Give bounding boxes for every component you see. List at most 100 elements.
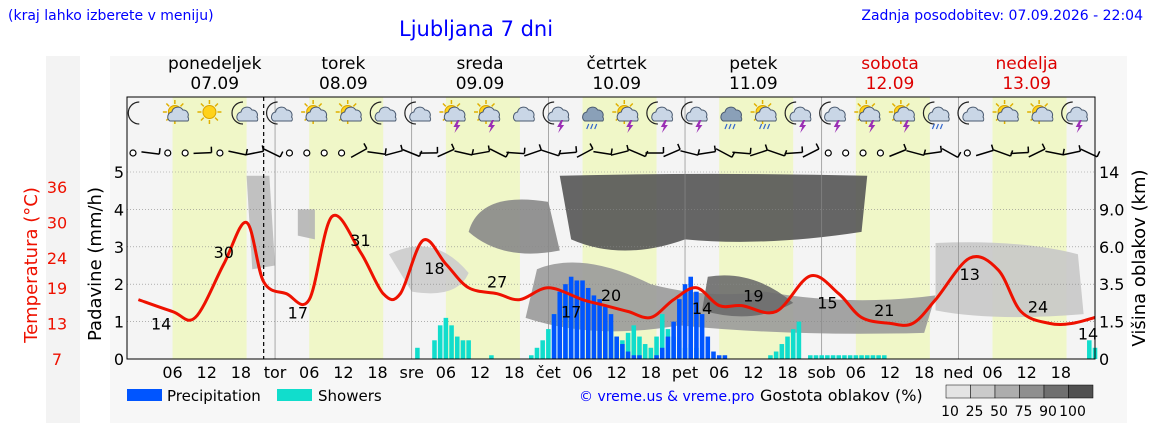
wind-barb-shaft [610,150,629,156]
sun-ray [615,102,620,107]
precipitation-bar [637,355,642,359]
wind-barb-shaft [558,151,577,155]
cloud-density-scale-label: 25 [966,404,984,420]
cloud-height-tick-label: 3.5 [1099,275,1124,294]
wind-barb-flag [644,150,649,157]
sun-ray [905,102,910,107]
showers-bar [864,355,870,359]
wind-barb-icon [367,148,387,155]
showers-bar [437,325,443,359]
sun-ray [456,102,461,107]
cloud-shape [962,106,985,122]
rain-drop [759,123,763,130]
precipitation-bar [722,355,728,359]
plot-frame [126,96,1096,360]
sun-cloud-icon [335,100,362,124]
sun-ray [476,102,481,107]
lightning-bolt [868,120,876,133]
precipitation-bar [597,299,602,359]
precipitation-bar [699,314,705,359]
wind-barb-icon [697,145,717,156]
showers-legend-label: Showers [318,387,382,405]
x-tick-label: 18 [1051,363,1071,382]
wind-barb-icon [749,144,769,157]
day-name-label: sobota [861,54,919,74]
precipitation-bar [563,284,568,359]
wind-barb-icon [975,144,995,157]
wind-barb-icon [1080,148,1101,158]
x-tick-label: sre [400,363,424,382]
rain-drop [935,123,939,130]
wind-calm-icon [963,149,971,157]
precipitation-bar [711,351,716,359]
precipitation-bar [585,287,591,359]
showers-bar [808,355,813,359]
wind-calm-icon [337,149,346,157]
moon-crescent [1061,101,1073,125]
wind-barb-flag [384,148,387,155]
wind-barb-flag [261,145,265,152]
left-axis-panel [46,56,80,423]
sun-ray [1009,102,1014,107]
precipitation-bar [677,299,682,359]
wind-barb-shaft [193,151,212,155]
lightning-bolt [660,120,668,133]
wind-barb-flag [610,148,613,155]
precipitation-legend-label: Precipitation [167,387,261,405]
sun-thunder-icon [439,100,466,133]
cloud-shape [893,106,916,122]
wind-barb-shaft [802,148,820,158]
wind-barb-shaft [715,148,733,158]
wind-barb-flag [1062,148,1065,155]
rain-drop [931,123,935,130]
x-tick-label: pet [672,363,698,382]
cloud-shape [305,106,328,122]
x-tick-label: 06 [709,363,729,382]
lightning-bolt [902,120,910,133]
wind-barb-shaft [384,149,403,157]
cloud-shape [927,106,950,122]
sun-rain-icon [750,100,777,130]
wind-barb-shaft [732,151,751,155]
sun-ray [200,117,205,122]
precipitation-bar [665,336,671,359]
wind-barb-icon [263,148,284,158]
lightning-bolt [453,120,461,133]
showers-bar [659,314,665,359]
wind-barb-icon [541,149,562,157]
day-name-label: nedelja [995,54,1057,74]
cloud-shape [1066,106,1088,122]
location-menu-hint[interactable]: (kraj lahko izberete v meniju) [8,8,214,24]
wind-barb-flag [363,143,368,150]
cloud-shape [270,106,293,122]
cloud-density-scale-label: 100 [1059,404,1086,420]
wind-calm-icon [842,149,850,157]
cloud-density-area [388,246,469,294]
cloud-shape [824,106,846,122]
wind-barb-icon [784,146,804,155]
wind-barb-shaft [784,151,803,155]
day-date-label: 08.09 [319,74,368,94]
x-tick-label: 06 [846,363,866,382]
sun-thunder-icon [888,100,916,133]
temperature-tick-label: 30 [47,213,67,232]
showers-bar [489,355,494,359]
showers-bar [546,329,551,359]
sun-cloud-icon [1027,100,1054,124]
x-tick-label: 12 [743,363,763,382]
sun-ray [767,102,772,107]
wind-calm-icon [303,149,311,157]
temperature-label: 27 [487,273,507,292]
showers-bar [625,332,631,359]
x-tick-label: 18 [641,363,661,382]
wind-barb-icon [923,145,943,155]
moon-crescent [646,101,658,125]
cloud-shape [685,106,708,122]
wind-barb-icon [732,147,752,155]
wind-barb-icon [558,146,578,155]
day-date-label: 12.09 [866,74,915,94]
wind-barb-icon [889,143,907,158]
sun-ray [352,102,357,107]
sun-ray [165,102,170,107]
sun-ray [857,102,862,107]
